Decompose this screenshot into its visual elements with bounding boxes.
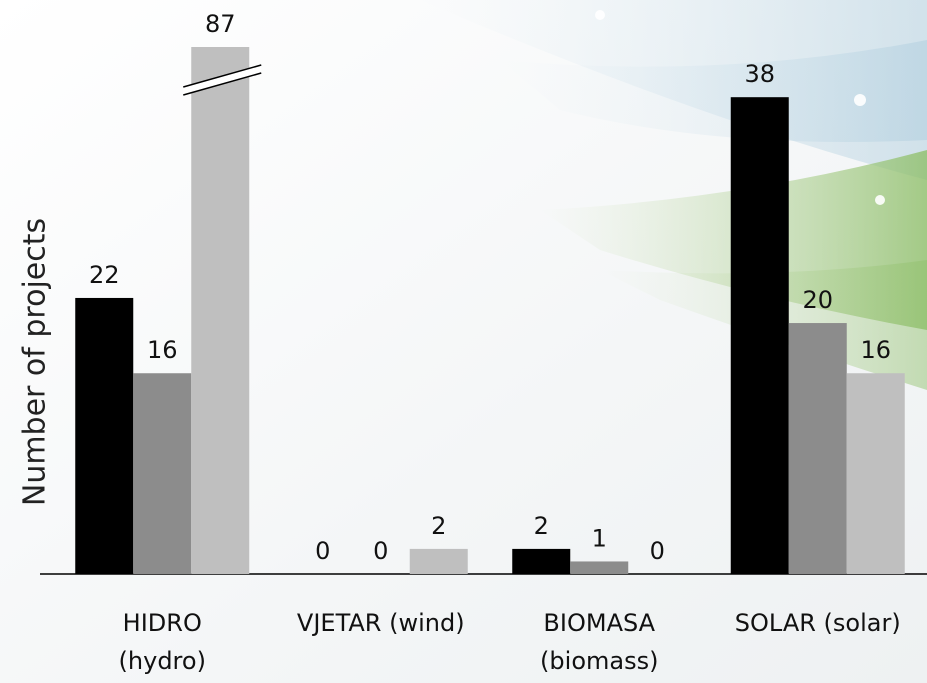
value-label: 87	[205, 10, 236, 38]
bar	[409, 548, 468, 574]
y-axis-title: Number of projects	[18, 218, 53, 506]
plot-area	[75, 47, 905, 574]
value-label: 0	[650, 537, 665, 565]
axis-break-line	[183, 64, 262, 88]
bar	[133, 373, 192, 574]
axis-break-line	[183, 72, 262, 96]
bar	[512, 548, 571, 574]
value-label: 2	[534, 512, 549, 540]
value-label: 1	[592, 524, 607, 552]
bar	[570, 561, 629, 574]
decoration	[420, 0, 927, 390]
bar	[788, 323, 847, 574]
x-tick-label: BIOMASA (biomass)	[540, 609, 658, 675]
bar	[191, 47, 250, 574]
axis-break	[183, 65, 262, 95]
value-label: 0	[315, 537, 330, 565]
value-label: 16	[860, 336, 891, 364]
x-tick-label: VJETAR (wind)	[297, 609, 465, 637]
value-label: 38	[744, 60, 775, 88]
bar	[75, 297, 134, 574]
bar	[730, 97, 789, 574]
bar	[846, 373, 905, 574]
value-label: 2	[431, 512, 446, 540]
value-label: 16	[147, 336, 178, 364]
value-label: 20	[802, 286, 833, 314]
value-label: 0	[373, 537, 388, 565]
x-tick-label: SOLAR (solar)	[735, 609, 901, 637]
value-label: 22	[89, 261, 120, 289]
x-tick-label: HIDRO (hydro)	[119, 609, 206, 675]
